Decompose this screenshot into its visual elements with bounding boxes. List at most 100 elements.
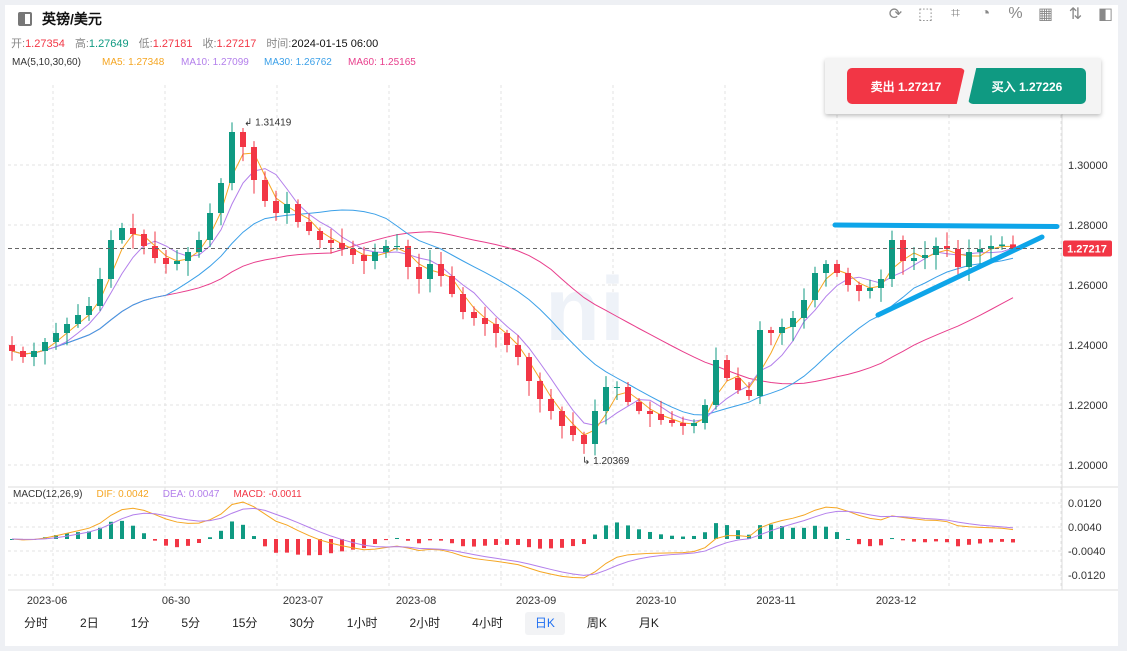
ohlc-readout: 开:1.27354 高:1.27649 低:1.27181 收:1.27217 … — [11, 35, 378, 51]
macd-histogram-bar — [417, 539, 421, 544]
ma10-value: MA10: 1.27099 — [181, 57, 249, 68]
sort-icon[interactable]: ⇅ — [1068, 6, 1083, 23]
period-tab[interactable]: 月K — [638, 616, 659, 630]
macd-histogram-bar — [296, 539, 300, 555]
macd-histogram-bar — [769, 524, 773, 539]
current-price-label: 1.27217 — [1067, 243, 1107, 255]
period-tab[interactable]: 1小时 — [346, 616, 378, 630]
refresh-icon[interactable]: ⟳ — [888, 6, 903, 23]
date-tick-label: 06-30 — [162, 595, 190, 607]
candle-body — [878, 279, 884, 288]
low-label: 低: — [138, 38, 153, 50]
candle-body — [152, 246, 158, 258]
period-tab[interactable]: 2日 — [80, 616, 99, 630]
candle-body — [339, 243, 345, 249]
candle-body — [1010, 244, 1016, 249]
candle-body — [724, 360, 730, 378]
candle-body — [790, 318, 796, 327]
header: 英镑/美元 — [18, 9, 102, 29]
macd-histogram-bar — [571, 539, 575, 547]
pie-chart-icon[interactable]: ◔ — [980, 5, 991, 22]
date-tick-label: 2023-10 — [636, 595, 676, 607]
period-tab[interactable]: 30分 — [289, 616, 315, 630]
candle-body — [20, 351, 26, 357]
candle-body — [361, 255, 367, 261]
macd-histogram-bar — [714, 523, 718, 539]
macd-histogram-bar — [373, 539, 377, 545]
time-value: 2024-01-15 06:00 — [291, 38, 379, 50]
candle-body — [273, 201, 279, 213]
candle-body — [823, 264, 829, 273]
period-tab[interactable]: 1分 — [130, 616, 150, 630]
period-tab[interactable]: 日K — [524, 612, 565, 635]
macd-histogram-bar — [318, 539, 322, 556]
candle-body — [416, 267, 422, 279]
candle-body — [702, 405, 708, 423]
ma10-line — [11, 168, 1014, 426]
grid-icon[interactable]: ▦ — [1037, 6, 1054, 23]
indicator-icon[interactable]: ⌗ — [950, 5, 960, 22]
candle-body — [933, 246, 939, 255]
layout-icon[interactable]: ◧ — [1097, 6, 1114, 23]
candle-body — [449, 276, 455, 294]
candle-body — [427, 264, 433, 279]
candle-body — [746, 390, 752, 396]
candle-body — [383, 246, 389, 252]
macd-legend: MACD(12,26,9) DIF: 0.0042 DEA: 0.0047 MA… — [13, 489, 302, 500]
toolbar: ⟳ ⬚ ⌗ ◔ % ▦ ⇅ ◧ — [886, 4, 1115, 24]
macd-histogram-bar — [274, 539, 278, 553]
macd-histogram-bar — [890, 538, 894, 540]
candle-body — [779, 327, 785, 333]
period-tab[interactable]: 5分 — [181, 616, 201, 630]
candle-body — [680, 423, 686, 426]
macd-histogram-bar — [637, 529, 641, 539]
ma30-value: MA30: 1.26762 — [264, 57, 332, 68]
macd-histogram-bar — [472, 539, 476, 547]
low-value: 1.27181 — [152, 38, 193, 50]
period-tab[interactable]: 15分 — [232, 616, 258, 630]
macd-histogram-bar — [538, 539, 542, 549]
macd-histogram-bar — [186, 539, 190, 546]
candle-body — [196, 240, 202, 252]
percent-icon[interactable]: % — [1008, 5, 1023, 22]
draw-icon[interactable]: ⬚ — [917, 6, 934, 23]
buy-button[interactable]: 买入 1.27226 — [968, 68, 1086, 104]
period-tab[interactable]: 4小时 — [472, 616, 503, 630]
sell-button[interactable]: 卖出 1.27217 — [847, 68, 965, 104]
date-tick-label: 2023-08 — [396, 595, 436, 607]
macd-histogram-bar — [527, 539, 531, 548]
macd-histogram-bar — [879, 539, 883, 546]
candle-body — [295, 204, 301, 222]
open-value: 1.27354 — [25, 38, 65, 50]
macd-histogram-bar — [153, 539, 157, 541]
min-price-label: ↳ 1.20369 — [582, 456, 630, 467]
period-tab[interactable]: 周K — [586, 616, 607, 630]
candle-body — [537, 381, 543, 399]
macd-histogram-bar — [549, 539, 553, 549]
candle-body — [922, 255, 928, 258]
candle-body — [141, 234, 147, 246]
ma-label: MA(5,10,30,60) — [12, 57, 81, 68]
candle-body — [955, 249, 961, 267]
period-tab[interactable]: 分时 — [24, 616, 49, 630]
macd-histogram-bar — [1011, 539, 1015, 543]
sidebar-toggle-icon[interactable] — [18, 12, 32, 26]
high-label: 高: — [74, 38, 89, 50]
candle-body — [966, 252, 972, 267]
candle-body — [889, 240, 895, 279]
candle-body — [64, 324, 70, 333]
macd-histogram-bar — [109, 521, 113, 539]
macd-histogram-bar — [219, 530, 223, 539]
macd-histogram-bar — [593, 534, 597, 539]
macd-histogram-bar — [494, 539, 498, 545]
date-tick-label: 2023-06 — [27, 595, 67, 607]
candle-body — [999, 244, 1005, 246]
macd-histogram-bar — [197, 539, 201, 544]
macd-histogram-bar — [120, 520, 124, 539]
candle-body — [75, 315, 81, 324]
candle-body — [977, 249, 983, 252]
candle-body — [559, 411, 565, 426]
price-tick-label: 1.24000 — [1068, 340, 1108, 352]
period-tab[interactable]: 2小时 — [409, 616, 441, 630]
